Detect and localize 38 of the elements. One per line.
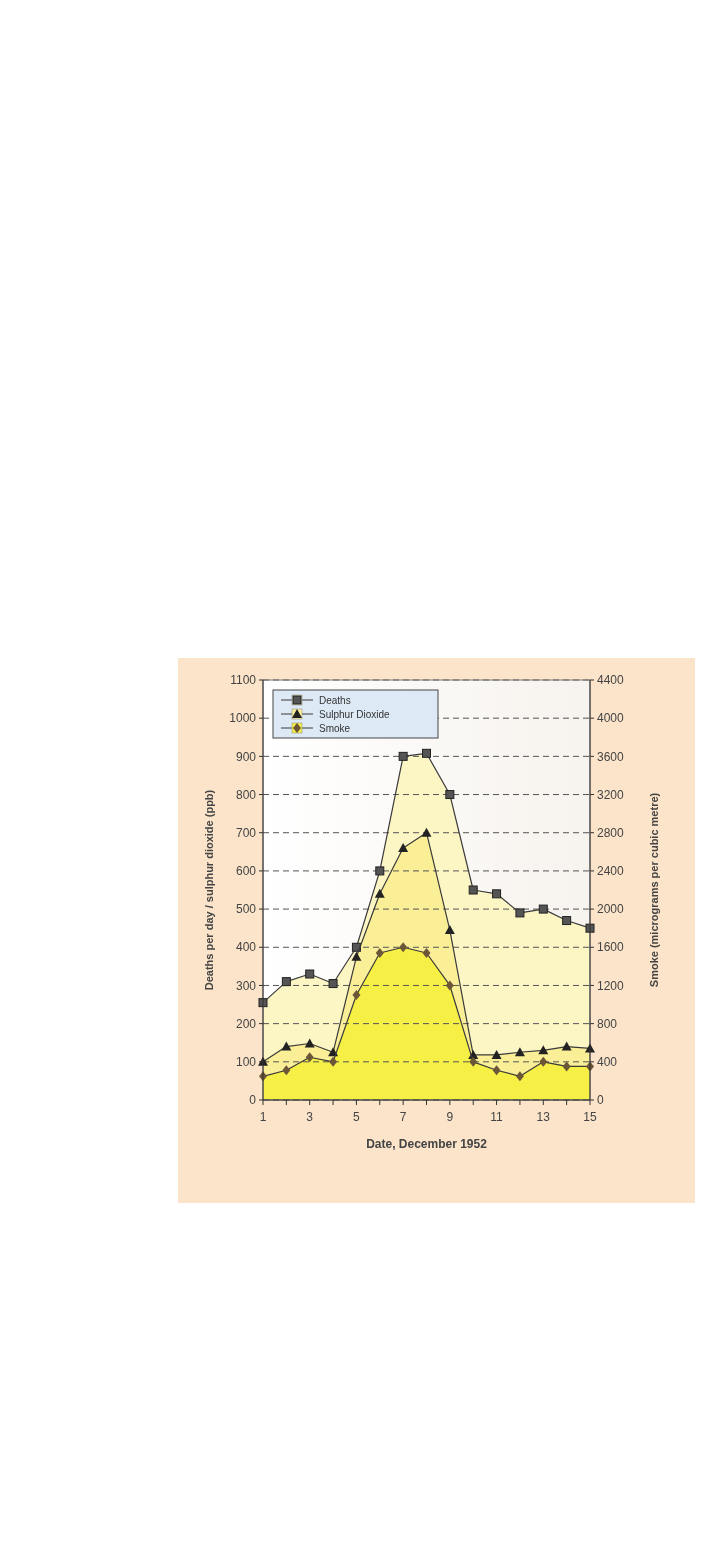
y-tick-label: 100 — [235, 1055, 257, 1070]
y2-tick-label: 2800 — [597, 825, 625, 840]
y-axis-title: Deaths per day / sulphur dioxide (ppb) — [203, 789, 215, 991]
y2-tick-label: 800 — [597, 1016, 618, 1031]
y2-tick-label: 400 — [597, 1055, 618, 1070]
y2-tick-label: 0 — [597, 1093, 604, 1108]
y2-tick-label: 4000 — [597, 711, 625, 726]
x-tick-label: 7 — [399, 1110, 407, 1124]
y2-axis-title: Smoke (micrograms per cubic metre) — [648, 792, 660, 988]
y-tick-label: 700 — [235, 825, 257, 840]
y-tick-label: 1000 — [229, 711, 257, 726]
y2-tick-label: 1200 — [597, 978, 625, 993]
y-tick-label: 800 — [235, 787, 257, 802]
y-tick-label: 400 — [235, 940, 257, 955]
y-tick-label: 300 — [235, 978, 257, 993]
y2-tick-label: 3200 — [597, 787, 625, 802]
y2-tick-label: 1600 — [597, 940, 625, 955]
legend-label: Smoke — [319, 722, 351, 734]
x-tick-label: 9 — [446, 1110, 454, 1124]
y2-tick-label: 4400 — [597, 673, 625, 688]
x-tick-label: 11 — [490, 1110, 504, 1124]
x-tick-label: 3 — [306, 1110, 314, 1124]
x-axis-title: Date, December 1952 — [366, 1137, 488, 1151]
y-tick-label: 500 — [235, 902, 257, 917]
y2-tick-label: 2000 — [597, 902, 625, 917]
y-tick-label: 0 — [249, 1093, 257, 1108]
y2-tick-label: 2400 — [597, 864, 625, 879]
legend-label: Deaths — [319, 694, 351, 706]
legend-label: Sulphur Dioxide — [319, 708, 391, 720]
x-tick-label: 5 — [353, 1110, 361, 1124]
y-tick-label: 200 — [235, 1016, 257, 1031]
x-tick-label: 1 — [259, 1110, 267, 1124]
x-tick-label: 13 — [536, 1110, 551, 1124]
x-tick-label: 15 — [583, 1110, 597, 1124]
y-tick-label: 900 — [235, 749, 257, 764]
y-tick-label: 1100 — [230, 673, 257, 688]
y2-tick-label: 3600 — [597, 749, 625, 764]
y-tick-label: 600 — [235, 864, 257, 879]
